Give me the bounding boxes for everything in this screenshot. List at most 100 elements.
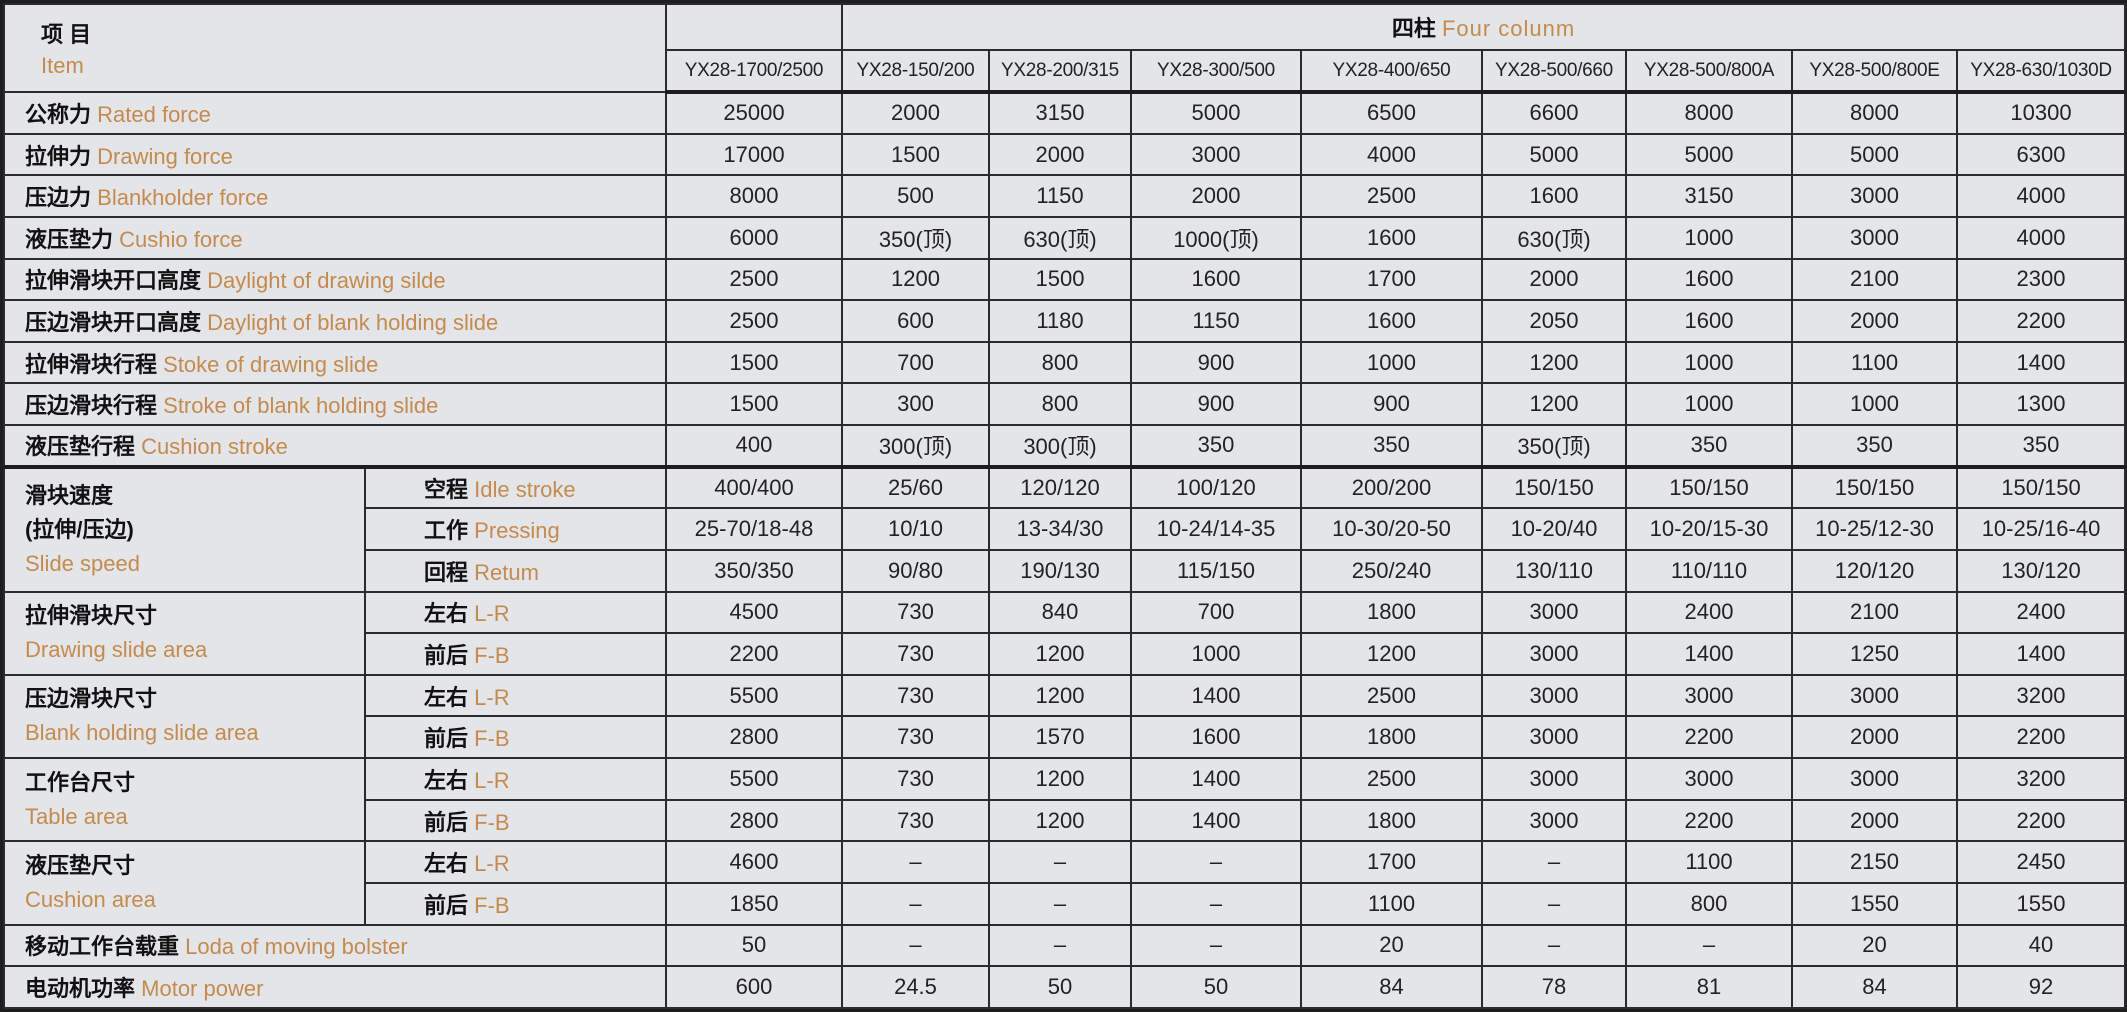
value-cell: 2400 <box>1625 590 1793 635</box>
value-cell: 2200 <box>1625 715 1793 760</box>
value-cell: 3000 <box>1625 757 1793 801</box>
value-cell: – <box>1130 840 1302 884</box>
table-row: 前后 F-B 2800 730 1570 1600 1800 3000 2200 2000 220… <box>4 715 2127 760</box>
label-zh: 左右 <box>424 684 469 710</box>
value-cell: 3000 <box>1625 673 1793 718</box>
value-cell: 3150 <box>1625 174 1793 218</box>
row-label: 拉伸滑块行程 Stoke of drawing slide <box>3 340 667 385</box>
value-cell: 8000 <box>1791 91 1958 135</box>
value-cell: 4000 <box>1955 174 2127 218</box>
value-cell: 1800 <box>1300 715 1483 760</box>
value-cell: 1000 <box>1791 382 1958 427</box>
value-cell: 2400 <box>1955 590 2127 635</box>
table-row: 前后 F-B 1850– – –1100–800 1550 1550 <box>4 881 2127 926</box>
value-cell: 6600 <box>1481 91 1627 135</box>
label-zh: 电动机功率 <box>25 976 136 1002</box>
value-cell: 4000 <box>1300 132 1483 177</box>
label-en: Stoke of drawing slide <box>163 351 379 377</box>
value-cell: 2000 <box>1791 798 1958 843</box>
value-cell: 2000 <box>1791 715 1958 760</box>
value-cell: 8000 <box>1625 91 1793 135</box>
value-cell: 3000 <box>1130 132 1302 177</box>
value-cell: 1800 <box>1300 798 1483 843</box>
value-cell: 81 <box>1625 965 1793 1009</box>
value-cell: 4600 <box>665 840 843 884</box>
value-cell: 300(顶) <box>841 424 990 469</box>
value-cell: 900 <box>1130 340 1302 385</box>
table-row: 滑块速度 (拉伸/压边) Slide speed 空程 Idle stroke 400/… <box>3 465 2127 593</box>
header-row-group: 项 目 Item 四柱 Four colunm <box>3 2 2127 94</box>
value-cell: 10-30/20-50 <box>1300 507 1483 551</box>
value-cell: 17000 <box>665 132 843 177</box>
table-row: 拉伸滑块开口高度 Daylight of drawing silde 2500 12… <box>3 257 2127 302</box>
label-zh: 前后 <box>424 892 469 918</box>
group-label-en: Cushion area <box>25 886 156 912</box>
value-cell: 8000 <box>665 174 843 218</box>
value-cell: 500 <box>841 174 990 218</box>
table-row: 拉伸滑块行程 Stoke of drawing slide 1500 700 800 9… <box>3 340 2127 385</box>
value-cell: 5000 <box>1625 132 1793 177</box>
label-zh: 工作 <box>424 518 469 544</box>
table-row: 工作台尺寸 Table area 左右 L-R 5500 730 1200 1400 2500… <box>3 757 2127 843</box>
value-cell: 10/10 <box>841 507 990 551</box>
group-label-zh: 滑块速度 <box>25 482 114 508</box>
value-cell: 115/150 <box>1130 548 1302 593</box>
value-cell: 50 <box>665 923 843 968</box>
value-cell: 3200 <box>1955 673 2127 718</box>
table-row: 拉伸滑块尺寸 Drawing slide area 左右 L-R 4500 730 840… <box>3 590 2127 676</box>
label-en: Rated force <box>97 101 211 127</box>
value-cell: 2500 <box>665 257 843 302</box>
value-cell: 2100 <box>1791 590 1958 635</box>
value-cell: 1600 <box>1625 299 1793 343</box>
value-cell: 2800 <box>665 798 843 843</box>
label-en: Drawing force <box>97 143 233 169</box>
label-en: Daylight of blank holding slide <box>207 310 499 335</box>
value-cell: 150/150 <box>1625 465 1793 510</box>
label-zh: 液压垫力 <box>25 226 114 252</box>
model-header: YX28-500/660 <box>1481 49 1627 95</box>
value-cell: 1400 <box>1955 632 2127 676</box>
value-cell: 1600 <box>1625 257 1793 302</box>
value-cell: – <box>988 923 1132 968</box>
row-label: 电动机功率 Motor power <box>3 965 667 1009</box>
value-cell: 3150 <box>988 91 1132 135</box>
value-cell: 1550 <box>1791 881 1958 926</box>
value-cell: 1000 <box>1625 340 1793 385</box>
label-en: L-R <box>474 601 510 627</box>
value-cell: 50 <box>988 965 1132 1009</box>
label-zh: 前后 <box>424 726 469 752</box>
value-cell: 1000 <box>1625 382 1793 427</box>
value-cell: 25-70/18-48 <box>665 507 843 551</box>
value-cell: 2000 <box>1481 257 1627 302</box>
row-label: 压边力 Blankholder force <box>3 174 667 218</box>
table-row: 液压垫尺寸 Cushion area 左右 L-R 4600– – –1700–1100 2… <box>3 840 2127 926</box>
table-row: 液压垫力 Cushio force 6000 350(顶) 630(顶) 1000(顶)… <box>3 215 2127 260</box>
label-en: L-R <box>474 767 510 793</box>
value-cell: 1200 <box>988 798 1132 843</box>
row-label: 压边滑块行程 Stroke of blank holding slide <box>3 382 667 427</box>
row-label: 前后 F-B <box>364 632 667 676</box>
value-cell: 350/350 <box>665 548 843 593</box>
label-en: F-B <box>474 643 510 668</box>
value-cell: 1150 <box>988 174 1132 218</box>
row-label: 拉伸力 Drawing force <box>3 132 667 177</box>
row-label: 左右 L-R <box>364 673 667 718</box>
value-cell: 84 <box>1791 965 1958 1009</box>
value-cell: 3200 <box>1955 757 2127 801</box>
value-cell: 3000 <box>1481 715 1627 760</box>
label-en: Blankholder force <box>97 185 269 211</box>
value-cell: 2000 <box>988 132 1132 177</box>
value-cell: 5000 <box>1791 132 1958 177</box>
row-label: 拉伸滑块开口高度 Daylight of drawing silde <box>3 257 667 302</box>
value-cell: – <box>1481 923 1627 968</box>
model-header: YX28-300/500 <box>1130 49 1302 95</box>
value-cell: 84 <box>1300 965 1483 1009</box>
row-label: 空程 Idle stroke <box>364 465 667 510</box>
label-en: Retum <box>474 559 539 585</box>
value-cell: 100/120 <box>1130 465 1302 510</box>
value-cell: 630(顶) <box>988 215 1132 260</box>
row-label: 公称力 Rated force <box>3 91 667 135</box>
value-cell: 1800 <box>1300 590 1483 635</box>
value-cell: 2800 <box>665 715 843 760</box>
value-cell: 1150 <box>1130 299 1302 343</box>
